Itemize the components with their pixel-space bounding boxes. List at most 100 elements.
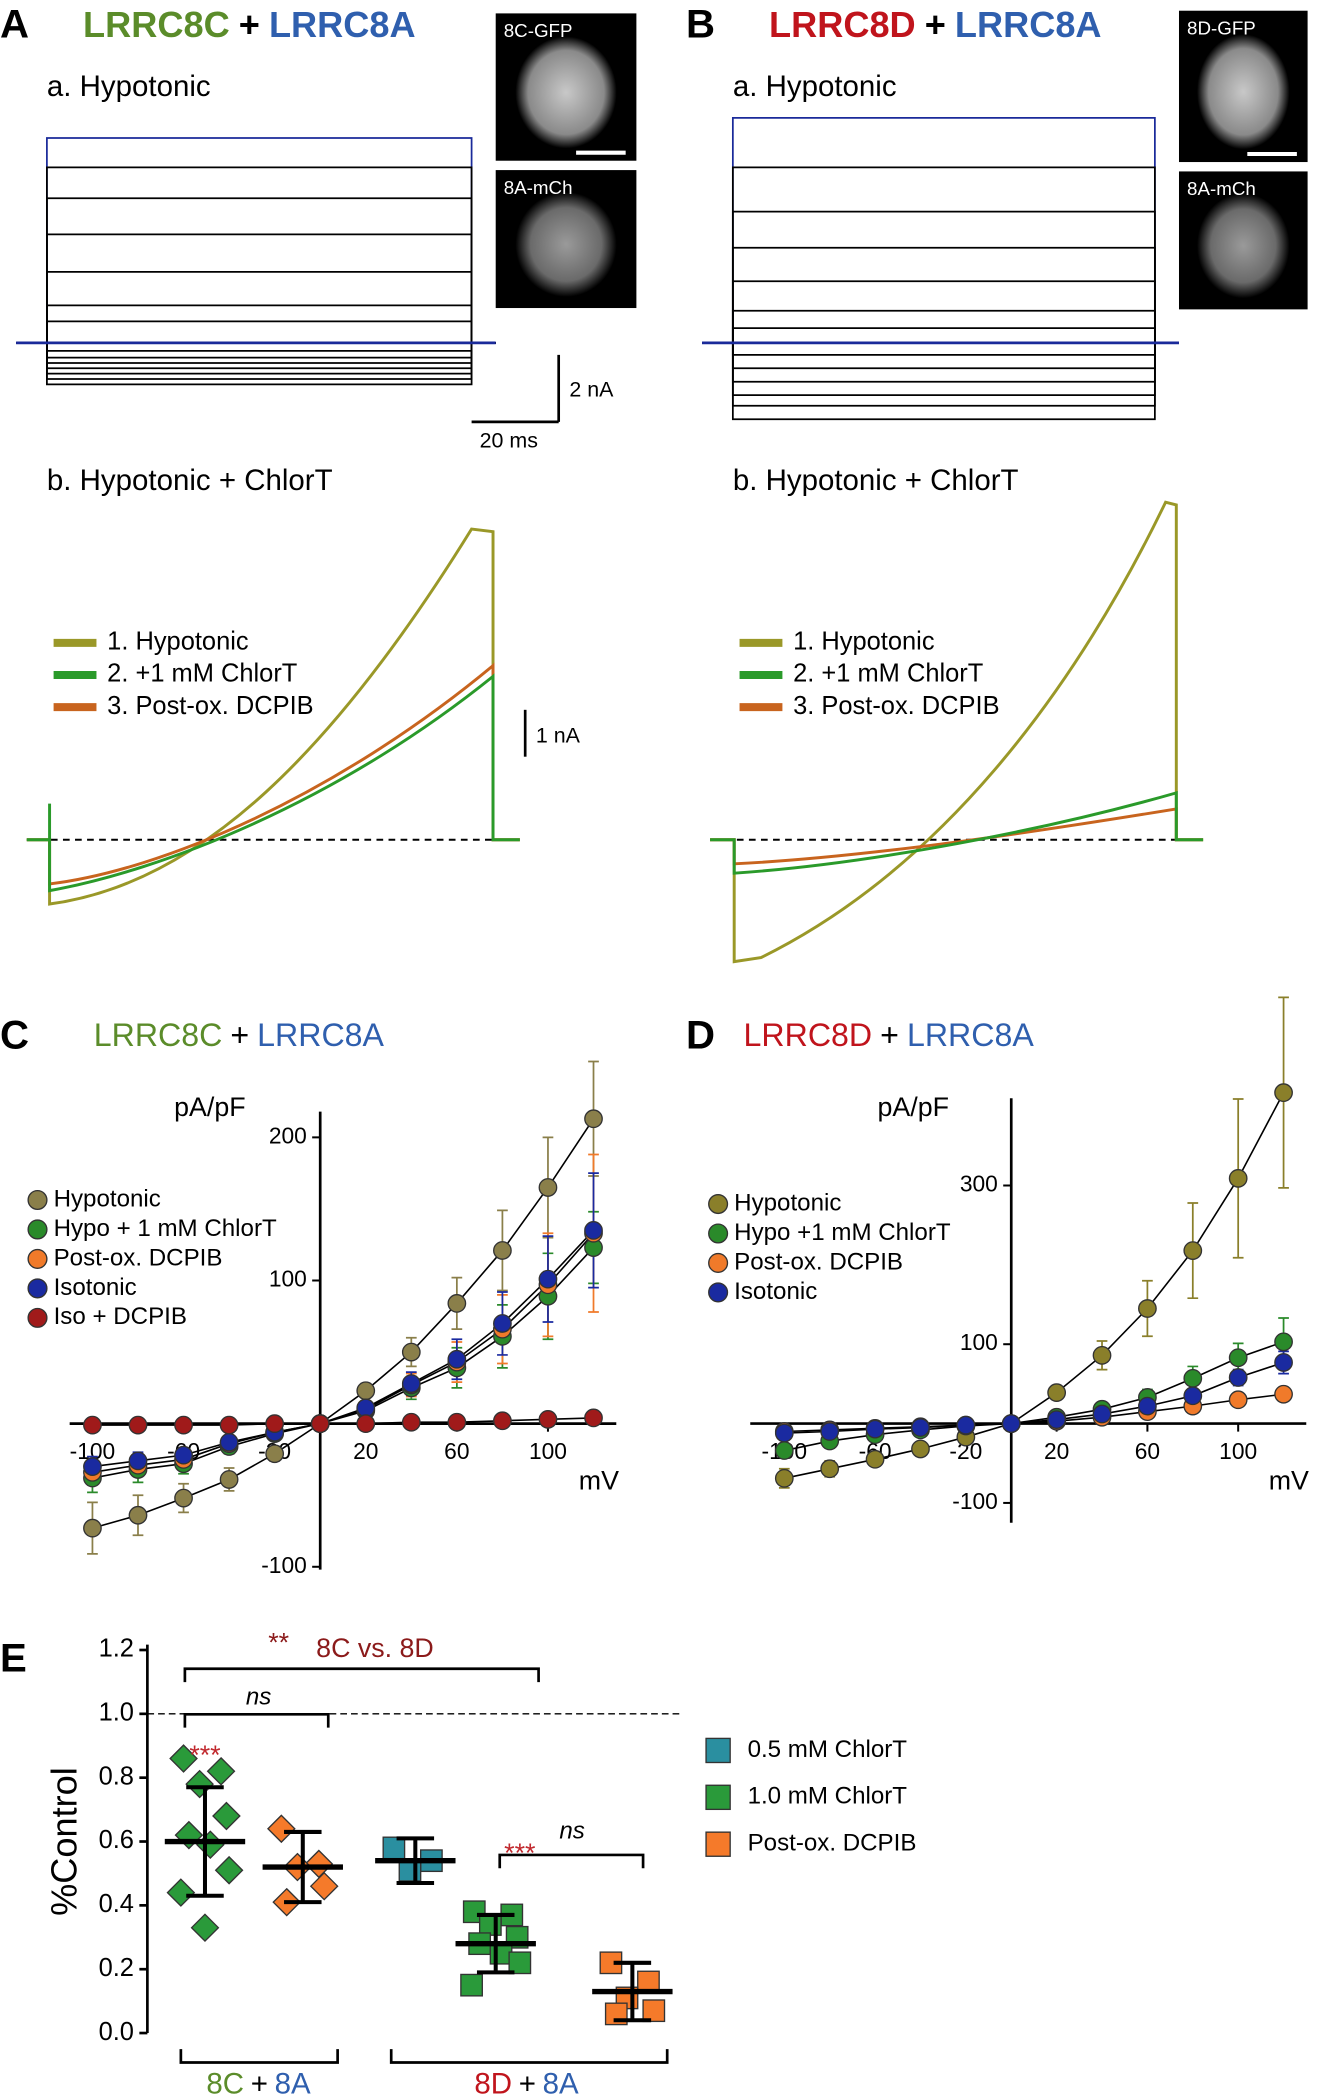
ramp-trace bbox=[26, 527, 520, 906]
data-point bbox=[169, 1744, 198, 1773]
title-part: LRRC8D bbox=[744, 1017, 873, 1053]
data-point bbox=[185, 1769, 214, 1799]
group-label: 8C +8A bbox=[206, 2067, 311, 2100]
data-point bbox=[401, 1342, 421, 1362]
data-point bbox=[356, 1381, 376, 1401]
title-part: LRRC8A bbox=[907, 1017, 1034, 1053]
scale-label: 1 nA bbox=[536, 723, 581, 747]
data-point bbox=[128, 1415, 148, 1435]
y-tick-label: -100 bbox=[952, 1488, 998, 1514]
data-point bbox=[1274, 1083, 1293, 1103]
data-point bbox=[956, 1415, 976, 1435]
data-point bbox=[1228, 1348, 1248, 1368]
group-label-part: + bbox=[251, 2067, 268, 2100]
data-point bbox=[206, 1756, 236, 1786]
data-point bbox=[865, 1419, 885, 1439]
data-point bbox=[911, 1418, 930, 1437]
legend-swatch bbox=[705, 1784, 731, 1811]
bracket bbox=[498, 1853, 645, 1869]
y-axis-label: %Control bbox=[44, 1767, 85, 1916]
legend-label: Hypotonic bbox=[54, 1185, 161, 1212]
title: LRRC8D + LRRC8A bbox=[744, 1017, 1035, 1053]
legend-marker bbox=[27, 1278, 48, 1299]
title: LRRC8D + LRRC8A bbox=[769, 3, 1102, 44]
current-trace bbox=[16, 341, 496, 370]
legend-label: 3. Post-ox. DCPIB bbox=[793, 692, 999, 720]
x-tick-label: 60 bbox=[444, 1438, 469, 1464]
legend-label: Post-ox. DCPIB bbox=[748, 1830, 917, 1857]
panel-letter: A bbox=[0, 1, 29, 46]
title-part: + bbox=[239, 3, 260, 44]
data-point bbox=[493, 1241, 512, 1260]
data-point bbox=[460, 1973, 483, 1997]
legend-label: Isotonic bbox=[54, 1274, 137, 1301]
image-label: 8A-mCh bbox=[504, 177, 573, 198]
panel-letter: D bbox=[686, 1013, 715, 1058]
data-point bbox=[493, 1411, 512, 1431]
data-point bbox=[774, 1468, 794, 1488]
group-label-part: + bbox=[519, 2067, 536, 2100]
data-point bbox=[1092, 1345, 1112, 1365]
group-label-part: 8C bbox=[206, 2067, 244, 2100]
current-trace bbox=[702, 166, 1179, 344]
title-part: LRRC8C bbox=[94, 1017, 223, 1053]
current-trace bbox=[702, 280, 1179, 344]
x-axis-label: mV bbox=[1269, 1466, 1309, 1496]
title-part: + bbox=[880, 1017, 899, 1053]
legend-marker bbox=[708, 1252, 729, 1273]
legend-marker bbox=[708, 1282, 729, 1303]
title: LRRC8C + LRRC8A bbox=[94, 1017, 385, 1053]
legend-label: Post-ox. DCPIB bbox=[54, 1244, 223, 1271]
data-point bbox=[538, 1178, 558, 1197]
current-trace bbox=[702, 341, 1179, 383]
y-tick-label: 200 bbox=[269, 1122, 307, 1148]
y-tick-label: 100 bbox=[269, 1266, 307, 1292]
data-point bbox=[83, 1518, 102, 1538]
scale-label: 20 ms bbox=[480, 429, 538, 453]
annotation: ns bbox=[246, 1684, 271, 1711]
data-point bbox=[310, 1414, 330, 1434]
title-part: LRRC8C bbox=[83, 3, 230, 44]
y-tick-label: 1.2 bbox=[99, 1635, 134, 1663]
data-point bbox=[774, 1441, 794, 1460]
data-point bbox=[267, 1814, 296, 1844]
data-point bbox=[584, 1221, 603, 1240]
legend-label: 1.0 mM ChlorT bbox=[748, 1783, 908, 1810]
title-part: + bbox=[925, 3, 946, 44]
data-point bbox=[478, 1913, 502, 1936]
ramp-trace bbox=[710, 807, 1204, 866]
panel-letter: B bbox=[686, 1, 715, 46]
data-point bbox=[1138, 1299, 1157, 1318]
y-tick-label: 0.8 bbox=[99, 1762, 134, 1790]
scale-label: 2 nA bbox=[569, 378, 614, 402]
current-trace bbox=[16, 271, 496, 344]
y-tick-label: 0.0 bbox=[99, 2018, 134, 2046]
group-label-part: 8A bbox=[275, 2067, 311, 2100]
annotation: *** bbox=[189, 1740, 220, 1770]
data-point bbox=[356, 1398, 376, 1418]
legend-marker bbox=[27, 1307, 48, 1328]
series-line bbox=[784, 1341, 1284, 1452]
data-point bbox=[1274, 1332, 1293, 1352]
data-point bbox=[219, 1415, 239, 1435]
title-part: LRRC8A bbox=[955, 3, 1102, 44]
current-trace bbox=[16, 137, 496, 344]
legend-swatch bbox=[705, 1737, 731, 1764]
annotation: 8C vs. 8D bbox=[316, 1633, 434, 1663]
legend-label: Post-ox. DCPIB bbox=[734, 1248, 903, 1275]
legend-label: 0.5 mM ChlorT bbox=[748, 1736, 908, 1763]
data-point bbox=[508, 1951, 532, 1975]
legend-label: Hypo + 1 mM ChlorT bbox=[54, 1215, 277, 1242]
data-point bbox=[219, 1432, 239, 1452]
legend-label: 1. Hypotonic bbox=[793, 628, 935, 656]
legend-label: Isotonic bbox=[734, 1278, 817, 1305]
data-point bbox=[584, 1408, 603, 1428]
ramp-trace bbox=[26, 673, 520, 893]
group-bracket bbox=[179, 2049, 339, 2064]
image-label: 8D-GFP bbox=[1187, 17, 1256, 38]
y-tick-label: 0.4 bbox=[99, 1890, 134, 1918]
data-point bbox=[265, 1414, 285, 1434]
panel-letter: C bbox=[0, 1013, 29, 1058]
